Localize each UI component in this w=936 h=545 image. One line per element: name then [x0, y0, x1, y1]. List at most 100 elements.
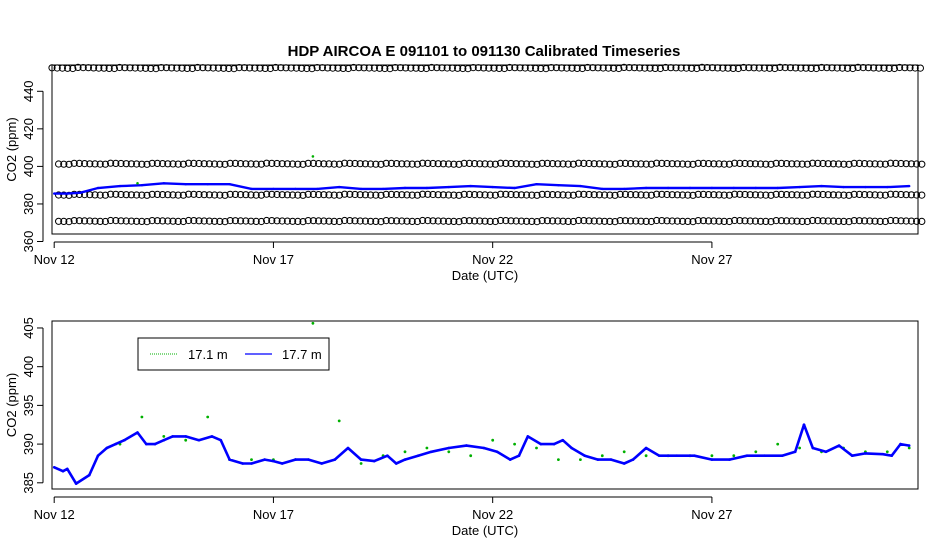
reference-point	[351, 159, 359, 168]
reference-point	[772, 190, 780, 198]
reference-point	[294, 217, 302, 225]
reference-point	[741, 217, 749, 225]
series-17-7m-point	[447, 185, 450, 189]
reference-point	[169, 191, 177, 199]
reference-point	[252, 160, 260, 168]
reference-point	[153, 190, 161, 198]
reference-point	[433, 64, 441, 72]
reference-point	[871, 217, 879, 225]
reference-point	[699, 159, 708, 167]
series-17-7m-point	[210, 435, 214, 438]
reference-point	[370, 64, 378, 72]
reference-point	[533, 191, 541, 199]
series-17-1m-point	[710, 454, 714, 458]
series-17-1m-point	[754, 450, 758, 454]
reference-point	[195, 190, 203, 199]
reference-point	[315, 191, 323, 199]
reference-point	[65, 160, 73, 168]
series-17-7m-point	[272, 459, 275, 463]
series-17-1m-point	[359, 462, 363, 465]
x-tick-label: Nov 12	[34, 507, 75, 522]
reference-point	[153, 159, 161, 167]
reference-point	[585, 159, 593, 168]
reference-point	[911, 64, 919, 72]
reference-point	[549, 160, 557, 168]
reference-point	[892, 190, 900, 198]
reference-point	[523, 217, 531, 225]
reference-point	[890, 64, 899, 73]
reference-level-circles	[55, 190, 926, 199]
reference-point	[402, 64, 410, 72]
reference-point	[653, 159, 661, 167]
reference-point	[679, 191, 687, 199]
reference-point	[242, 217, 250, 225]
series-17-7m-point	[776, 186, 779, 190]
y-tick-label: 380	[21, 193, 36, 215]
reference-point	[393, 191, 401, 199]
reference-point	[798, 160, 806, 168]
series-17-7m-point	[280, 462, 284, 465]
legend-label-17-7m: 17.7 m	[282, 347, 322, 362]
series-17-7m-point	[491, 185, 494, 189]
reference-point	[736, 217, 744, 225]
reference-point	[226, 217, 234, 225]
series-17-7m-point	[535, 183, 538, 186]
reference-point	[55, 191, 63, 199]
reference-point	[445, 160, 453, 168]
reference-point	[407, 64, 415, 72]
reference-point	[720, 217, 728, 225]
reference-point	[757, 160, 765, 168]
series-17-7m-point	[52, 466, 56, 469]
reference-point	[864, 64, 873, 72]
reference-point	[725, 217, 734, 226]
series-17-7m-point	[338, 185, 341, 189]
reference-point	[803, 191, 812, 199]
reference-point	[185, 159, 193, 167]
reference-point	[65, 191, 73, 199]
series-17-7m-point	[811, 446, 815, 450]
series-17-7m-point	[824, 450, 828, 454]
reference-point	[200, 191, 208, 199]
reference-point	[543, 190, 552, 198]
reference-point	[684, 160, 692, 168]
reference-point	[573, 64, 581, 73]
reference-point	[231, 159, 239, 167]
reference-point	[346, 159, 354, 167]
reference-point	[221, 191, 229, 199]
series-17-7m-point	[162, 438, 166, 442]
series-17-7m-point	[403, 458, 407, 461]
reference-point	[101, 217, 110, 226]
reference-point	[897, 190, 905, 199]
reference-point	[393, 160, 401, 168]
reference-point	[263, 190, 271, 198]
reference-point	[58, 64, 67, 72]
reference-point	[658, 159, 666, 167]
reference-point	[320, 191, 328, 199]
reference-point	[308, 65, 316, 73]
reference-point	[178, 64, 186, 72]
reference-point	[408, 217, 416, 225]
reference-point	[751, 160, 760, 168]
reference-point	[413, 217, 421, 226]
reference-point	[549, 191, 557, 199]
reference-point	[881, 191, 890, 199]
series-17-1m-point	[162, 435, 166, 438]
reference-point	[610, 64, 618, 72]
reference-point	[601, 160, 609, 168]
reference-point	[299, 160, 307, 168]
reference-point	[387, 190, 395, 198]
reference-point	[315, 217, 323, 225]
reference-point	[100, 64, 108, 72]
reference-point	[273, 159, 281, 168]
reference-point	[918, 160, 926, 168]
reference-point	[91, 191, 99, 199]
reference-point	[783, 191, 791, 199]
reference-point	[221, 160, 229, 168]
reference-point	[263, 216, 271, 225]
reference-point	[200, 160, 208, 168]
reference-point	[855, 190, 864, 198]
reference-point	[554, 217, 562, 225]
reference-point	[460, 217, 468, 225]
reference-point	[757, 217, 765, 225]
